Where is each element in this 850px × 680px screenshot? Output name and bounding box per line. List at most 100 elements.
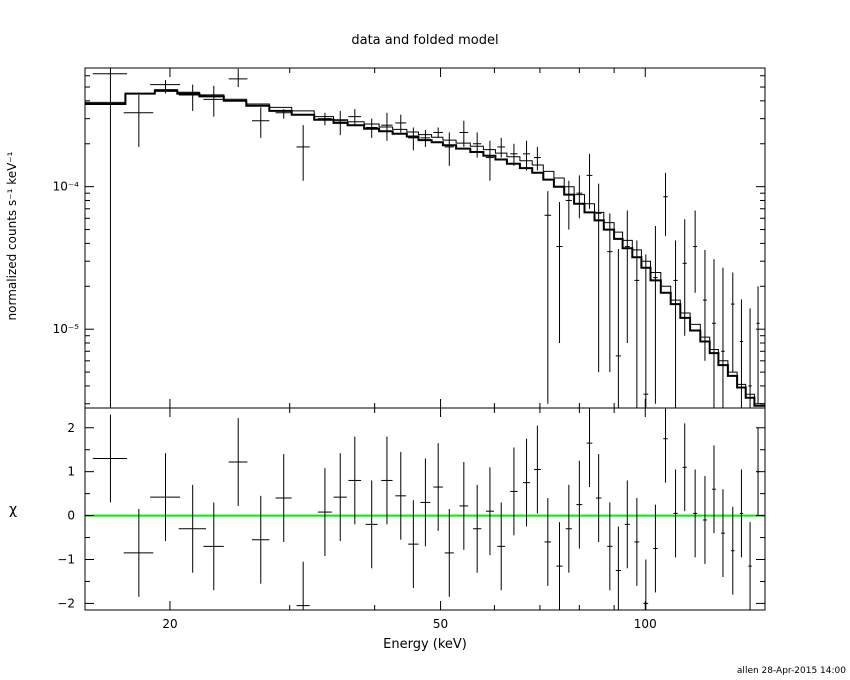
residual-point	[497, 502, 506, 591]
data-point	[203, 85, 224, 117]
residual-point	[459, 462, 469, 550]
residual-point	[275, 454, 292, 542]
data-point	[395, 114, 407, 133]
residual-point	[381, 436, 393, 525]
x-tick-label: 20	[162, 617, 177, 631]
footer-timestamp: allen 28-Apr-2015 14:00	[737, 666, 846, 676]
data-point	[556, 202, 563, 344]
data-point	[408, 127, 419, 151]
data-point	[522, 140, 531, 171]
spectrum-panel: 10⁻⁴ 10⁻⁵ normalized counts s⁻¹ keV⁻¹	[5, 67, 766, 409]
residual-point	[533, 425, 541, 514]
y-tick-label: 10⁻⁵	[53, 322, 80, 336]
data-point	[653, 225, 658, 404]
residual-point	[333, 453, 347, 542]
residual-point	[544, 498, 552, 586]
data-point	[472, 132, 482, 158]
residual-point	[433, 443, 443, 531]
data-point	[739, 299, 744, 408]
residual-point	[693, 469, 698, 558]
residual-point	[150, 453, 181, 542]
residual-point	[420, 458, 431, 547]
data-point	[673, 240, 678, 408]
residual-point	[712, 445, 716, 534]
residual-point	[721, 489, 725, 578]
data-point	[333, 110, 347, 136]
residual-point	[653, 504, 658, 593]
residual-point	[472, 484, 482, 573]
residual-point	[739, 469, 744, 558]
residual-point	[682, 423, 687, 512]
data-point	[748, 308, 752, 408]
residual-point	[485, 467, 494, 556]
residual-point	[317, 468, 332, 556]
data-point	[721, 267, 725, 408]
data-point	[497, 137, 506, 158]
data-point	[317, 112, 332, 126]
y-tick-label: 1	[67, 465, 75, 479]
residual-point	[565, 484, 572, 573]
data-point	[275, 109, 292, 119]
residual-point	[663, 408, 668, 483]
residual-point	[203, 502, 224, 591]
data-point	[576, 175, 583, 219]
data-point	[433, 127, 443, 138]
y-tick-label: −1	[57, 553, 75, 567]
residual-point	[615, 526, 621, 610]
data-point	[693, 210, 698, 293]
residual-y-axis-label: χ	[9, 502, 17, 518]
data-point	[712, 259, 716, 408]
data-point	[634, 240, 640, 408]
residual-point	[624, 480, 630, 569]
residual-point	[673, 469, 678, 558]
residual-point	[365, 480, 378, 569]
y-tick-label: 0	[67, 509, 75, 523]
data-point	[731, 272, 735, 373]
residual-point	[731, 506, 735, 595]
residual-point	[556, 522, 563, 610]
residual-point	[586, 408, 593, 488]
data-point	[348, 109, 362, 126]
data-point	[663, 172, 668, 237]
data-point	[485, 140, 494, 181]
data-point	[643, 254, 649, 408]
data-point	[228, 68, 248, 88]
data-point	[444, 132, 454, 166]
residual-point	[92, 414, 128, 503]
data-point	[544, 191, 552, 404]
data-point	[123, 94, 154, 147]
residual-point	[444, 509, 454, 597]
residual-frame	[84, 407, 766, 611]
residual-point	[576, 460, 583, 549]
data-point	[533, 146, 541, 171]
y-tick-label: 2	[67, 421, 75, 435]
data-point	[595, 183, 602, 373]
data-point	[615, 249, 621, 408]
residual-point	[395, 451, 407, 540]
data-point	[624, 210, 630, 344]
chart-title: data and folded model	[351, 33, 498, 48]
y-tick-label: 10⁻⁴	[53, 180, 80, 194]
residual-point	[748, 522, 752, 610]
residual-point	[123, 509, 154, 597]
data-point	[251, 107, 270, 138]
residual-point	[348, 436, 362, 525]
residual-point	[634, 498, 640, 586]
data-point	[178, 84, 207, 111]
data-point	[586, 153, 593, 209]
data-point	[607, 213, 613, 373]
y-tick-label: −2	[57, 596, 75, 610]
residual-point	[408, 500, 419, 589]
data-point	[92, 68, 128, 408]
data-point	[365, 118, 378, 138]
x-tick-label: 100	[634, 617, 657, 631]
residual-point	[643, 559, 649, 610]
residual-data-points	[85, 408, 765, 610]
data-point	[756, 286, 760, 404]
residual-point	[510, 447, 518, 536]
data-point	[682, 219, 687, 336]
spectrum-frame	[84, 67, 766, 409]
data-point	[459, 120, 469, 147]
data-point	[381, 112, 393, 141]
